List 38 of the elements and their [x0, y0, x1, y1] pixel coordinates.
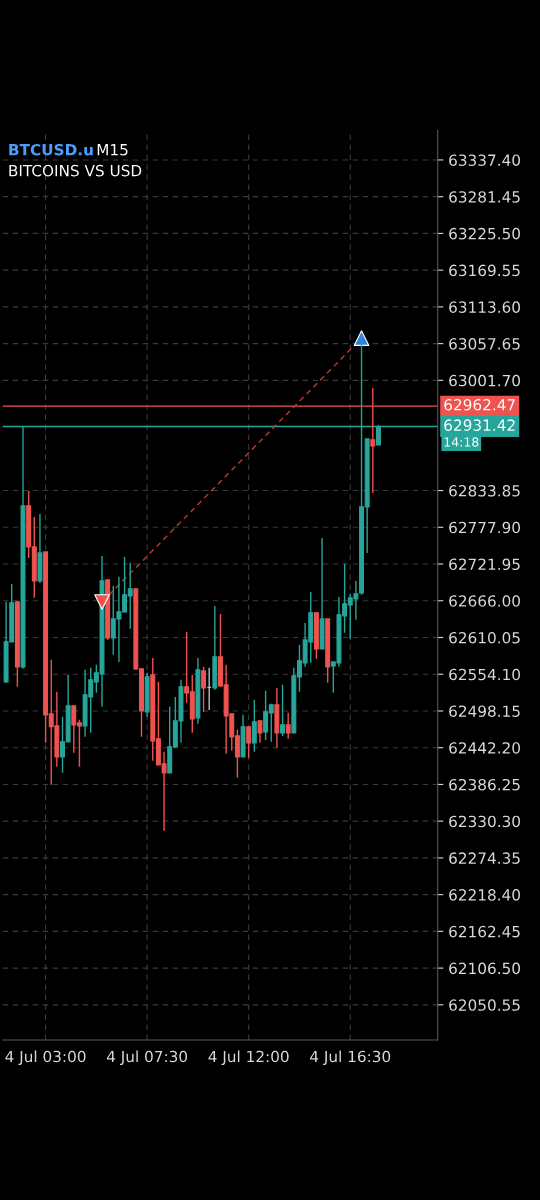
- annotation: M15: [97, 144, 128, 156]
- x-tick-label: 4 Jul 16:30: [310, 1050, 391, 1066]
- y-tick-label: 63337.40: [449, 154, 520, 166]
- y-tick-label: 62106.50: [449, 962, 520, 975]
- candlestick: [280, 684, 286, 737]
- y-tick-label: 63281.45: [449, 191, 520, 203]
- text: BITCOINS VS USD: [9, 164, 142, 177]
- text: 14:18: [444, 437, 479, 447]
- y-tick-label: 62666.00: [449, 595, 520, 607]
- candlestick: [251, 699, 257, 753]
- y-tick-label: 63225.50: [449, 227, 520, 240]
- y-tick-label: 62721.95: [449, 558, 520, 571]
- y-tick-label: 62274.35: [449, 852, 520, 864]
- y-tick-label: 62610.05: [449, 631, 520, 644]
- y-tick-label: 63001.70: [449, 374, 520, 387]
- x-tick-label: 4 Jul 07:30: [106, 1050, 188, 1066]
- y-tick-label: 62218.40: [449, 889, 520, 901]
- x-tick-label: 4 Jul 03:00: [5, 1050, 86, 1066]
- y-tick-label: 63057.65: [449, 338, 520, 350]
- candlestick: [201, 666, 207, 713]
- y-tick-label: 62498.15: [449, 705, 520, 717]
- ref-line-label: 62931.42: [444, 419, 515, 431]
- x-tick-label: 4 Jul 12:00: [208, 1050, 289, 1066]
- y-tick-label: 63113.60: [449, 301, 520, 313]
- y-tick-label: 63169.55: [449, 264, 520, 277]
- y-tick-label: 62777.90: [449, 521, 520, 534]
- y-tick-label: 62554.10: [449, 668, 520, 681]
- text: BTCUSD.u: [9, 143, 93, 156]
- candlestick: [246, 726, 252, 759]
- y-tick-label: 62050.55: [449, 999, 520, 1011]
- y-tick-label: 62833.85: [449, 485, 520, 497]
- ref-line-label: 62962.47: [444, 398, 515, 411]
- y-tick-label: 62442.20: [449, 742, 520, 754]
- candlestick: [285, 712, 291, 740]
- y-tick-label: 62330.30: [449, 815, 520, 828]
- y-tick-label: 62162.45: [449, 925, 520, 938]
- candlestick: [257, 720, 263, 744]
- y-tick-label: 62386.25: [449, 778, 520, 791]
